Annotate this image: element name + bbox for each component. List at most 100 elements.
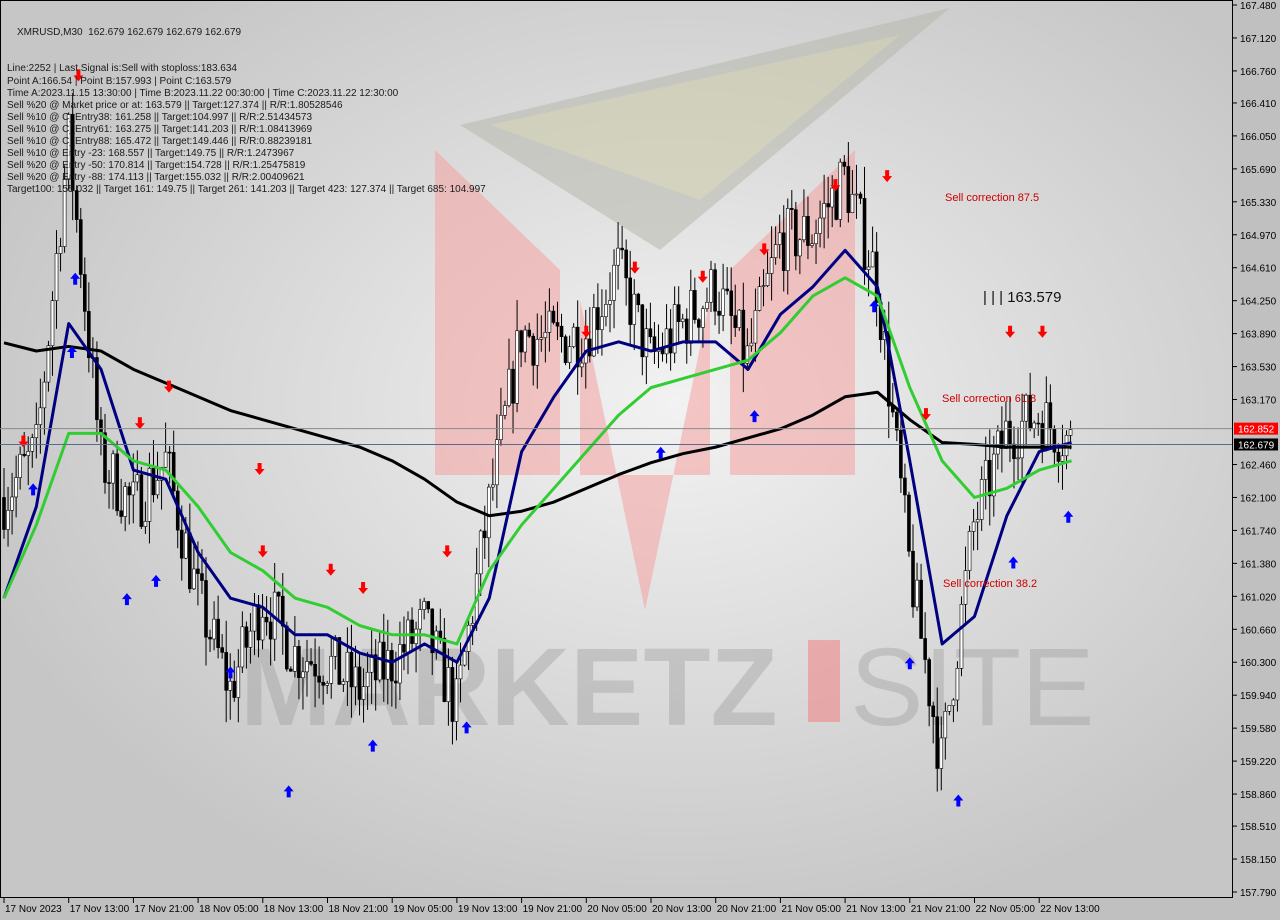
y-tick-label: 159.940	[1240, 691, 1277, 702]
candle-bull	[361, 686, 366, 700]
plot-frame	[0, 0, 1233, 898]
y-tick-label: 157.790	[1240, 888, 1277, 899]
candle-bull	[612, 264, 616, 301]
candle-bull	[539, 337, 544, 340]
candle-bear	[208, 636, 212, 640]
candle-bull	[1024, 394, 1028, 422]
sell-arrow-icon	[1005, 325, 1016, 338]
candle-bull	[765, 273, 770, 286]
candle-bull	[830, 187, 835, 208]
sell-arrow-icon	[759, 243, 770, 256]
candle-bear	[99, 419, 103, 433]
candle-bull	[802, 216, 806, 241]
candle-bull	[737, 309, 742, 328]
candle-bull	[329, 655, 334, 684]
candle-bull	[54, 253, 59, 301]
candle-bull	[293, 646, 297, 672]
candle-bull	[454, 678, 459, 722]
candle-bear	[628, 277, 633, 325]
candle-bull	[163, 451, 168, 468]
candle-bull	[515, 330, 519, 404]
candle-bull	[252, 604, 257, 632]
candle-bull	[503, 405, 507, 416]
y-tick-label: 162.460	[1240, 461, 1277, 472]
candle-bear	[438, 630, 443, 639]
candle-bull	[947, 705, 952, 712]
candle-bull	[486, 486, 491, 539]
candle-bull	[240, 626, 245, 668]
candle-bear	[668, 328, 673, 354]
sell-arrow-icon	[629, 261, 640, 274]
info-line: Sell %10 @ C_Entry61: 163.275 || Target:…	[7, 123, 312, 135]
candle-bear	[1056, 451, 1061, 462]
candle-bear	[834, 187, 839, 220]
candle-bull	[854, 193, 859, 196]
candle-bear	[555, 322, 560, 327]
x-tick-label: 20 Nov 21:00	[717, 904, 777, 915]
x-tick-label: 21 Nov 05:00	[781, 904, 841, 915]
candle-bull	[818, 217, 822, 234]
info-line: Sell %10 @ C_Entry38: 161.258 || Target:…	[7, 111, 312, 123]
candle-bear	[402, 644, 406, 653]
sell-correction-61-label: Sell correction 61.8	[942, 393, 1036, 405]
candle-bull	[915, 579, 919, 608]
candle-bull	[543, 332, 548, 339]
buy-arrow-icon	[1063, 510, 1074, 523]
candle-bull	[369, 654, 374, 673]
candle-bear	[846, 166, 851, 213]
candle-bear	[741, 309, 746, 364]
candle-bull	[228, 680, 233, 691]
info-line: Target100: 155.032 || Target 161: 149.75…	[7, 184, 486, 196]
candle-bear	[733, 315, 738, 328]
candle-bull	[236, 666, 241, 698]
candle-bull	[495, 439, 499, 486]
y-tick-label: 162.100	[1240, 493, 1277, 504]
candle-bear	[204, 580, 208, 638]
candle-bear	[103, 432, 107, 483]
candle-bull	[632, 293, 637, 325]
candle-bull	[66, 113, 71, 180]
candle-bull	[547, 310, 552, 333]
candle-bear	[842, 161, 847, 167]
candle-bear	[22, 453, 27, 456]
x-tick-label: 17 Nov 13:00	[70, 904, 130, 915]
candle-bull	[745, 345, 750, 364]
candle-bear	[693, 290, 697, 320]
info-line: Line:2252 | Last Signal is:Sell with sto…	[7, 63, 237, 75]
candle-bear	[858, 193, 863, 199]
candle-bear	[200, 573, 204, 581]
ask-price-tag	[1234, 422, 1278, 435]
candle-bull	[1060, 455, 1065, 462]
candle-bear	[729, 290, 734, 316]
candle-bull	[398, 644, 402, 684]
symbol-header: XMRUSD,M30 162.679 162.679 162.679 162.6…	[7, 27, 486, 39]
y-tick-label: 161.380	[1240, 559, 1277, 570]
price-tag-label: 162.852	[1238, 425, 1275, 436]
candle-bear	[717, 310, 721, 316]
candle-bear	[264, 616, 269, 623]
candle-bull	[777, 232, 782, 245]
candle-bear	[450, 667, 455, 722]
candle-bull	[701, 308, 705, 328]
candle-bear	[903, 477, 907, 496]
candle-bull	[301, 671, 305, 679]
candle-bear	[927, 659, 931, 707]
candle-bull	[46, 345, 51, 383]
y-tick-label: 163.530	[1240, 363, 1277, 374]
candle-bull	[616, 247, 620, 266]
candle-bull	[507, 368, 511, 406]
buy-arrow-icon	[121, 593, 132, 606]
x-tick-label: 20 Nov 05:00	[587, 904, 647, 915]
candle-bear	[119, 510, 123, 517]
candle-bull	[1016, 457, 1020, 460]
candle-bull	[664, 328, 669, 355]
svg-text:SITE: SITE	[850, 626, 1095, 749]
candle-bull	[721, 288, 725, 316]
buy-arrow-icon	[70, 272, 81, 285]
y-tick-label: 158.150	[1240, 855, 1277, 866]
candle-bear	[636, 293, 641, 306]
candle-bull	[58, 246, 63, 254]
candle-bear	[107, 482, 111, 484]
candle-bear	[725, 288, 729, 292]
